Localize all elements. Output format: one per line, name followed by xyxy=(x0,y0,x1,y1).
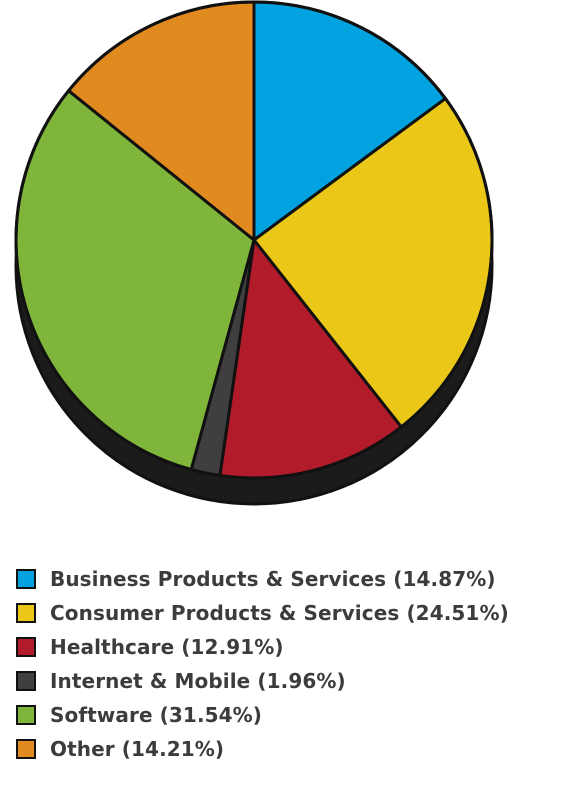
legend-label-healthcare: Healthcare (12.91%) xyxy=(50,635,284,659)
chart-legend: Business Products & Services (14.87%) Co… xyxy=(16,562,509,766)
legend-swatch-consumer-products-services xyxy=(16,603,36,623)
legend-label-consumer-products-services: Consumer Products & Services (24.51%) xyxy=(50,601,509,625)
legend-label-other: Other (14.21%) xyxy=(50,737,225,761)
legend-item-internet-mobile: Internet & Mobile (1.96%) xyxy=(16,664,509,698)
legend-swatch-internet-mobile xyxy=(16,671,36,691)
legend-swatch-software xyxy=(16,705,36,725)
legend-item-other: Other (14.21%) xyxy=(16,732,509,766)
legend-item-software: Software (31.54%) xyxy=(16,698,509,732)
legend-item-business-products-services: Business Products & Services (14.87%) xyxy=(16,562,509,596)
pie-outline xyxy=(14,0,494,480)
legend-label-internet-mobile: Internet & Mobile (1.96%) xyxy=(50,669,346,693)
pie-slices xyxy=(14,0,494,480)
legend-item-consumer-products-services: Consumer Products & Services (24.51%) xyxy=(16,596,509,630)
legend-item-healthcare: Healthcare (12.91%) xyxy=(16,630,509,664)
legend-swatch-business-products-services xyxy=(16,569,36,589)
legend-label-business-products-services: Business Products & Services (14.87%) xyxy=(50,567,496,591)
pie-chart xyxy=(14,0,494,506)
legend-swatch-healthcare xyxy=(16,637,36,657)
legend-swatch-other xyxy=(16,739,36,759)
legend-label-software: Software (31.54%) xyxy=(50,703,263,727)
